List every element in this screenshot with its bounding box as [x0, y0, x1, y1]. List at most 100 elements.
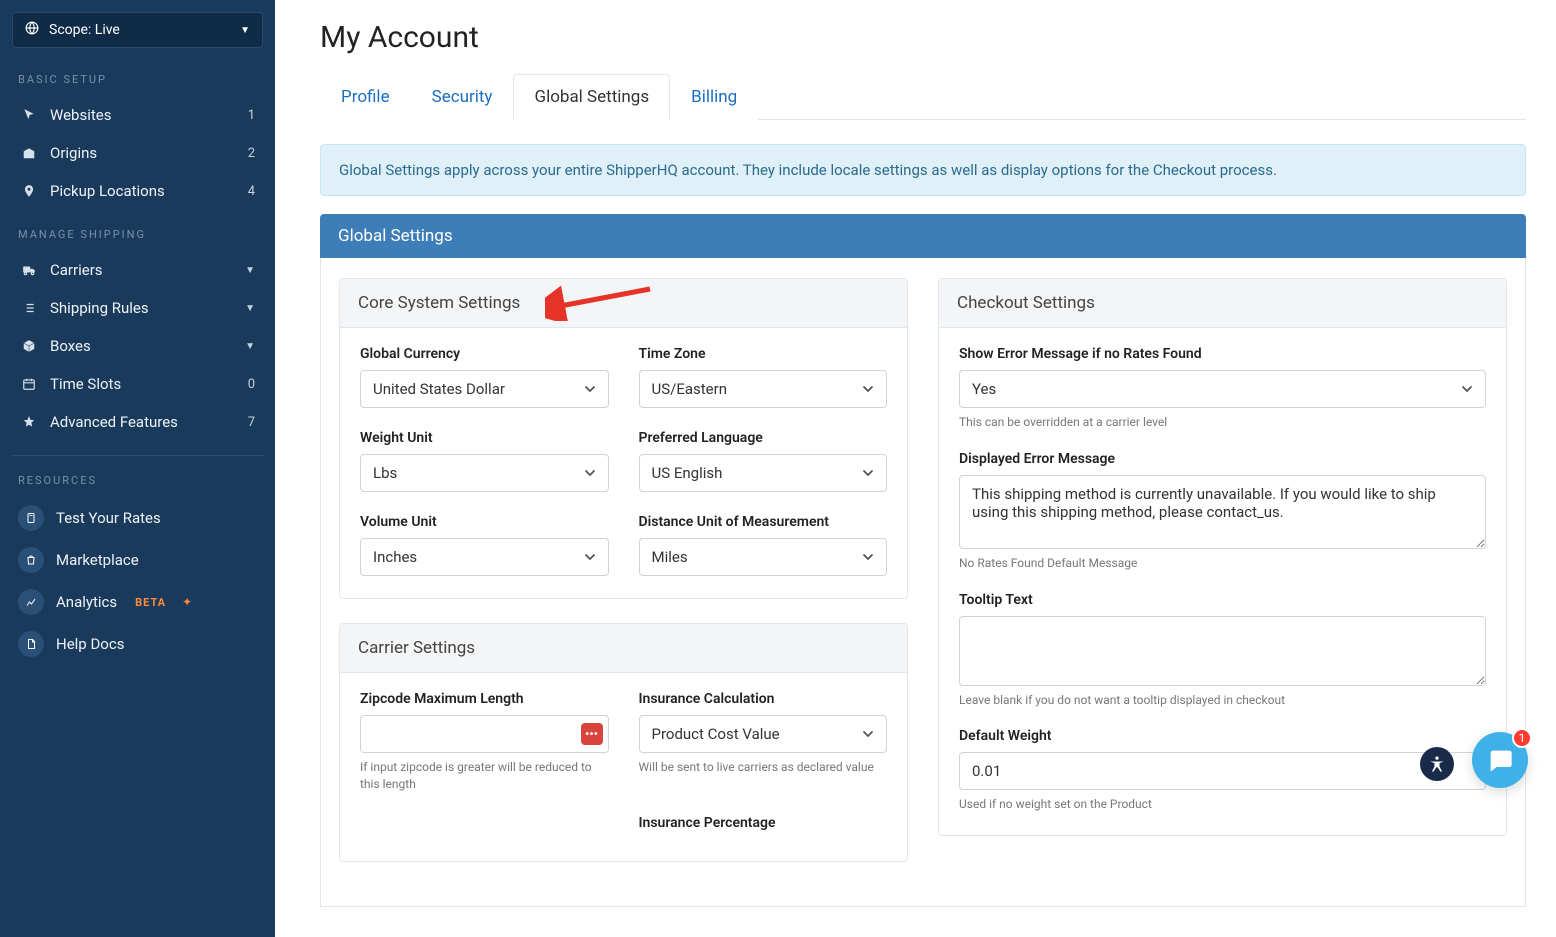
help-error-message: No Rates Found Default Message [959, 555, 1486, 572]
tab-security[interactable]: Security [411, 74, 514, 120]
sidebar-item-label: Time Slots [50, 375, 236, 393]
sidebar-item-pickup-locations[interactable]: Pickup Locations 4 [12, 172, 263, 210]
field-volume-unit: Volume Unit Inches [360, 514, 609, 576]
sidebar-item-count: 4 [248, 184, 255, 199]
global-settings-header: Global Settings [320, 214, 1526, 258]
sidebar-item-label: Origins [50, 144, 236, 162]
help-zipcode-max-length: If input zipcode is greater will be redu… [360, 759, 609, 793]
sidebar-item-advanced-features[interactable]: Advanced Features 7 [12, 403, 263, 441]
sidebar: Scope: Live ▼ BASIC SETUP Websites 1 Ori… [0, 0, 275, 937]
select-preferred-language[interactable]: US English [639, 454, 888, 492]
sidebar-item-count: 0 [248, 377, 255, 392]
sidebar-item-time-slots[interactable]: Time Slots 0 [12, 365, 263, 403]
sidebar-item-help-docs[interactable]: Help Docs [12, 623, 263, 665]
input-zipcode-max-length[interactable] [360, 715, 609, 753]
field-time-zone: Time Zone US/Eastern [639, 346, 888, 408]
field-global-currency: Global Currency United States Dollar [360, 346, 609, 408]
field-weight-unit: Weight Unit Lbs [360, 430, 609, 492]
sidebar-item-test-rates[interactable]: Test Your Rates [12, 497, 263, 539]
calendar-icon [20, 377, 38, 391]
truck-icon [20, 263, 38, 277]
label-tooltip-text: Tooltip Text [959, 592, 1486, 608]
tab-billing[interactable]: Billing [670, 74, 758, 120]
checkout-settings-card: Checkout Settings Show Error Message if … [938, 278, 1507, 836]
field-insurance-percentage: Insurance Percentage [639, 815, 888, 839]
label-show-error: Show Error Message if no Rates Found [959, 346, 1486, 362]
box-icon [20, 339, 38, 353]
sidebar-item-marketplace[interactable]: Marketplace [12, 539, 263, 581]
sparkle-icon: ✦ [182, 595, 192, 609]
sidebar-item-origins[interactable]: Origins 2 [12, 134, 263, 172]
tabs: Profile Security Global Settings Billing [320, 73, 1526, 120]
field-error-message: Displayed Error Message No Rates Found D… [959, 451, 1486, 572]
main-content: My Account Profile Security Global Setti… [275, 0, 1556, 937]
scope-label: Scope: Live [49, 22, 230, 38]
sidebar-item-label: Websites [50, 106, 236, 124]
card-header-text: Core System Settings [358, 293, 520, 313]
label-volume-unit: Volume Unit [360, 514, 609, 530]
sidebar-item-label: Help Docs [56, 635, 124, 653]
select-show-error[interactable]: Yes [959, 370, 1486, 408]
sidebar-item-label: Boxes [50, 337, 233, 355]
label-insurance-percentage: Insurance Percentage [639, 815, 888, 831]
field-show-error: Show Error Message if no Rates Found Yes… [959, 346, 1486, 431]
beta-badge: BETA [135, 596, 166, 609]
sidebar-item-carriers[interactable]: Carriers ▼ [12, 251, 263, 289]
select-weight-unit[interactable]: Lbs [360, 454, 609, 492]
sidebar-item-websites[interactable]: Websites 1 [12, 96, 263, 134]
caret-down-icon: ▼ [240, 25, 250, 36]
label-distance-unit: Distance Unit of Measurement [639, 514, 888, 530]
sidebar-item-analytics[interactable]: Analytics BETA ✦ [12, 581, 263, 623]
sidebar-item-boxes[interactable]: Boxes ▼ [12, 327, 263, 365]
caret-down-icon: ▼ [245, 303, 255, 314]
sidebar-item-label: Advanced Features [50, 413, 236, 431]
sidebar-item-label: Marketplace [56, 551, 139, 569]
star-icon [20, 415, 38, 429]
section-resources-label: RESOURCES [18, 474, 257, 487]
checkout-settings-header: Checkout Settings [939, 279, 1506, 328]
accessibility-widget[interactable] [1420, 747, 1454, 781]
label-weight-unit: Weight Unit [360, 430, 609, 446]
tab-profile[interactable]: Profile [320, 74, 411, 120]
list-icon [20, 301, 38, 315]
page-title: My Account [320, 20, 1526, 55]
textarea-tooltip-text[interactable] [959, 616, 1486, 686]
cursor-icon [20, 108, 38, 122]
lastpass-icon[interactable]: ••• [581, 723, 603, 745]
help-default-weight: Used if no weight set on the Product [959, 796, 1486, 813]
chat-widget[interactable]: 1 [1472, 732, 1528, 788]
label-zipcode-max-length: Zipcode Maximum Length [360, 691, 609, 707]
warehouse-icon [20, 146, 38, 160]
tab-global-settings[interactable]: Global Settings [513, 74, 670, 120]
select-time-zone[interactable]: US/Eastern [639, 370, 888, 408]
carrier-settings-header: Carrier Settings [340, 624, 907, 673]
select-distance-unit[interactable]: Miles [639, 538, 888, 576]
label-time-zone: Time Zone [639, 346, 888, 362]
input-default-weight[interactable] [959, 752, 1486, 790]
field-preferred-language: Preferred Language US English [639, 430, 888, 492]
field-zipcode-max-length: Zipcode Maximum Length ••• If input zipc… [360, 691, 609, 793]
textarea-error-message[interactable] [959, 475, 1486, 549]
select-insurance-calculation[interactable]: Product Cost Value [639, 715, 888, 753]
field-insurance-calculation: Insurance Calculation Product Cost Value… [639, 691, 888, 793]
section-basic-setup-label: BASIC SETUP [18, 73, 257, 86]
select-global-currency[interactable]: United States Dollar [360, 370, 609, 408]
field-default-weight: Default Weight Used if no weight set on … [959, 728, 1486, 813]
sidebar-item-count: 7 [248, 415, 255, 430]
caret-down-icon: ▼ [245, 341, 255, 352]
label-error-message: Displayed Error Message [959, 451, 1486, 467]
label-insurance-calculation: Insurance Calculation [639, 691, 888, 707]
scope-selector[interactable]: Scope: Live ▼ [12, 12, 263, 48]
label-preferred-language: Preferred Language [639, 430, 888, 446]
globe-icon [25, 21, 39, 39]
sidebar-item-label: Pickup Locations [50, 182, 236, 200]
sidebar-item-count: 2 [248, 146, 255, 161]
info-banner: Global Settings apply across your entire… [320, 144, 1526, 196]
sidebar-item-label: Carriers [50, 261, 233, 279]
field-distance-unit: Distance Unit of Measurement Miles [639, 514, 888, 576]
sidebar-item-label: Test Your Rates [56, 509, 161, 527]
select-volume-unit[interactable]: Inches [360, 538, 609, 576]
core-system-settings-header: Core System Settings [340, 279, 907, 328]
arrow-annotation [545, 285, 655, 321]
sidebar-item-shipping-rules[interactable]: Shipping Rules ▼ [12, 289, 263, 327]
